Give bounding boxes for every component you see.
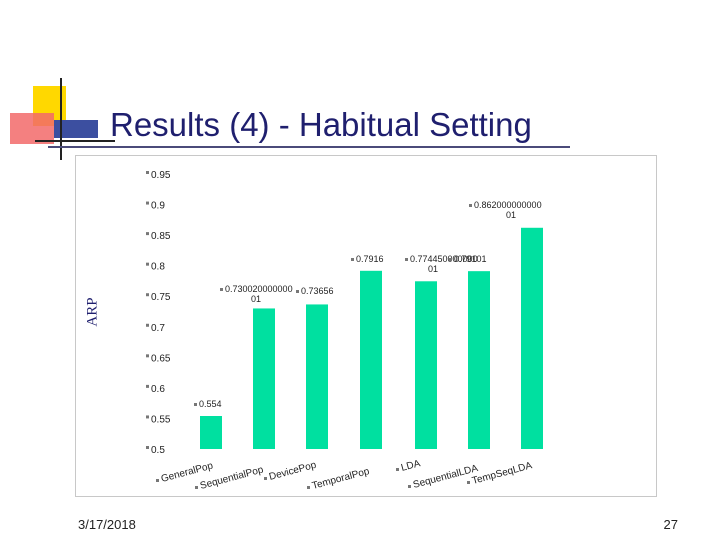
category-marker	[156, 479, 159, 482]
footer-date: 3/17/2018	[78, 517, 136, 532]
bar	[521, 227, 543, 449]
bar	[200, 416, 222, 449]
y-tick-label: 0.65	[151, 353, 171, 364]
data-label-marker	[194, 403, 197, 406]
category-label: TempSeqLDA	[471, 460, 534, 487]
y-tick-label: 0.75	[151, 292, 171, 303]
data-label-marker	[449, 258, 452, 261]
category-marker	[396, 468, 399, 471]
red-square-decoration	[10, 113, 54, 144]
y-tick-label: 0.55	[151, 414, 171, 425]
data-label-marker	[296, 290, 299, 293]
y-tick-label: 0.5	[151, 445, 165, 456]
y-tick-marker	[146, 262, 149, 266]
category-marker	[467, 481, 470, 484]
data-label-marker	[220, 288, 223, 291]
bar	[306, 304, 328, 449]
y-tick-label: 0.8	[151, 262, 165, 273]
data-label-continuation: 01	[506, 210, 516, 220]
y-tick-label: 0.85	[151, 231, 171, 242]
y-tick-marker	[146, 323, 149, 327]
data-label: 0.73656	[301, 286, 334, 296]
slide-title: Results (4) - Habitual Setting	[110, 106, 532, 143]
category-marker	[264, 477, 267, 480]
data-label-marker	[469, 204, 472, 207]
data-label: 0.774450000000	[410, 254, 478, 264]
bar	[415, 281, 437, 449]
y-tick-marker	[146, 446, 149, 449]
data-label-marker	[405, 258, 408, 261]
y-tick-marker	[146, 201, 149, 205]
y-tick-marker	[146, 415, 149, 419]
bar	[468, 271, 490, 449]
data-label-marker	[351, 258, 354, 261]
category-marker	[195, 486, 198, 489]
y-tick-label: 0.95	[151, 170, 171, 181]
y-tick-marker	[146, 171, 149, 174]
horizontal-line-decoration	[35, 140, 115, 142]
category-label: TemporalPop	[311, 466, 371, 492]
page-number: 27	[663, 517, 678, 532]
vertical-line-decoration	[60, 78, 62, 160]
y-tick-label: 0.6	[151, 384, 165, 395]
data-label: 0.730020000000	[225, 284, 293, 294]
data-label: 0.7916	[356, 254, 384, 264]
y-tick-marker	[146, 293, 149, 297]
y-tick-marker	[146, 384, 149, 388]
category-marker	[408, 485, 411, 488]
category-label: LDA	[400, 458, 422, 474]
y-tick-marker	[146, 232, 149, 236]
bar	[360, 270, 382, 449]
data-label: 0.862000000000	[474, 200, 542, 210]
blue-square-decoration	[54, 120, 98, 138]
data-label-continuation: 01	[428, 264, 438, 274]
title-rule	[48, 146, 570, 148]
y-tick-label: 0.9	[151, 201, 165, 212]
category-label: DevicePop	[268, 460, 318, 483]
y-tick-marker	[146, 354, 149, 358]
category-marker	[307, 486, 310, 489]
data-label: 0.554	[199, 399, 222, 409]
data-label: 0.79101	[454, 254, 487, 264]
data-label-continuation: 01	[251, 294, 261, 304]
category-label: SequentialLDA	[412, 463, 480, 491]
y-tick-label: 0.7	[151, 323, 165, 334]
bar	[253, 308, 275, 449]
